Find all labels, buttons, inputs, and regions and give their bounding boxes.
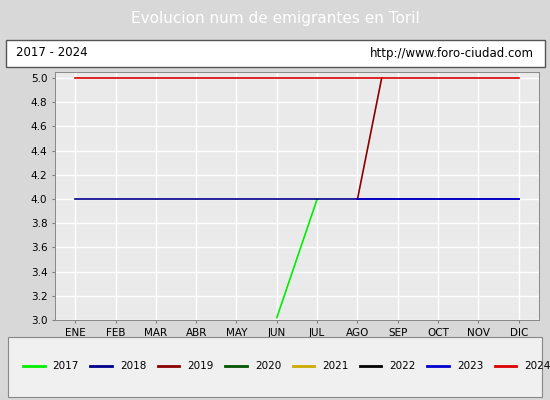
Text: 2018: 2018 — [120, 361, 146, 371]
Text: 2019: 2019 — [188, 361, 214, 371]
FancyBboxPatch shape — [8, 337, 542, 397]
Text: 2020: 2020 — [255, 361, 281, 371]
Text: 2024: 2024 — [524, 361, 550, 371]
Text: 2021: 2021 — [322, 361, 349, 371]
Text: Evolucion num de emigrantes en Toril: Evolucion num de emigrantes en Toril — [131, 12, 419, 26]
Text: 2017: 2017 — [53, 361, 79, 371]
Text: 2022: 2022 — [389, 361, 416, 371]
Text: 2017 - 2024: 2017 - 2024 — [16, 46, 88, 60]
Text: 2023: 2023 — [457, 361, 483, 371]
Text: http://www.foro-ciudad.com: http://www.foro-ciudad.com — [370, 46, 534, 60]
FancyBboxPatch shape — [6, 40, 544, 66]
